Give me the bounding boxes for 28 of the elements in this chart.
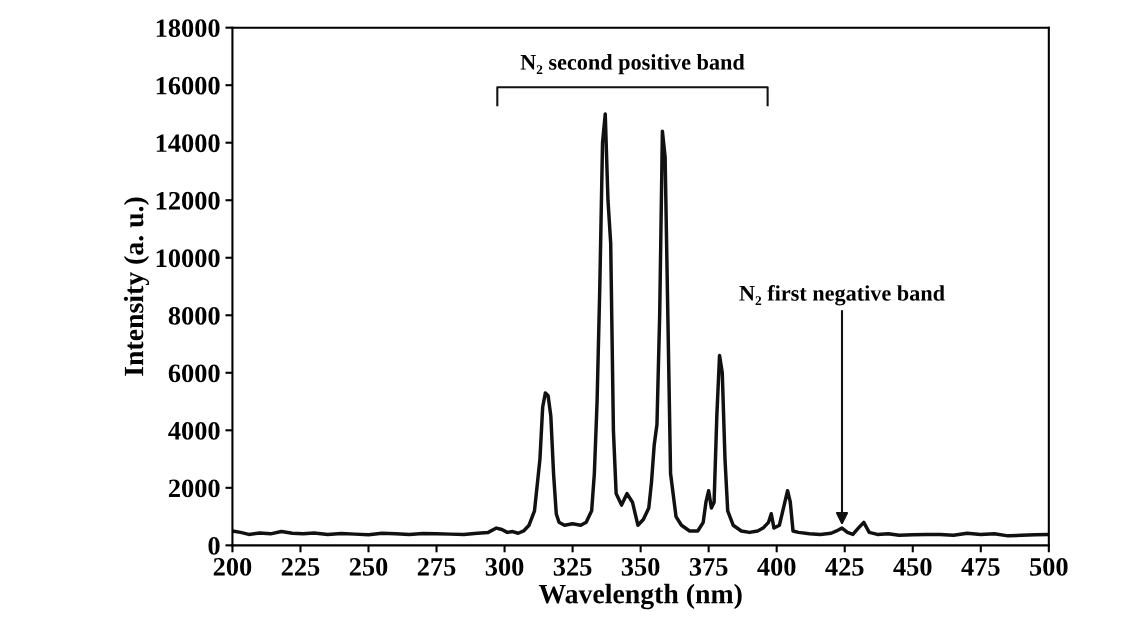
y-tick-label: 0 [208, 536, 220, 555]
annotation: N₂ first negative band [739, 284, 945, 306]
x-tick-label: 475 [961, 558, 1000, 576]
x-axis-title: Wavelength (nm) [538, 583, 742, 610]
y-tick-label: 12000 [156, 191, 220, 210]
x-tick-label: 225 [281, 557, 320, 576]
x-tick-label: 300 [485, 557, 524, 576]
x-tick-label: 250 [349, 557, 388, 576]
y-tick-label: 8000 [168, 306, 220, 325]
x-tick-label: 350 [621, 557, 660, 576]
x-tick-label: 275 [417, 557, 456, 576]
y-axis-title: Intensity (a. u.) [123, 197, 150, 376]
y-tick-label: 4000 [168, 421, 220, 440]
y-tick-label: 6000 [168, 364, 220, 383]
y-tick-label: 16000 [156, 76, 220, 95]
y-tick-label: 14000 [156, 134, 220, 153]
x-tick-label: 450 [893, 557, 932, 576]
x-tick-label: 500 [1030, 557, 1068, 576]
x-tick-label: 400 [757, 557, 796, 576]
x-tick-label: 325 [553, 557, 592, 576]
x-tick-label: 425 [825, 557, 864, 576]
line-series [232, 112, 1049, 538]
x-tick-label: 200 [213, 557, 252, 576]
annotation: N₂ second positive band [520, 54, 745, 75]
x-tick-label: 375 [689, 557, 728, 576]
y-tick-label: 18000 [156, 19, 220, 38]
y-tick-label: 2000 [168, 479, 220, 498]
y-tick-label: 10000 [156, 249, 220, 268]
